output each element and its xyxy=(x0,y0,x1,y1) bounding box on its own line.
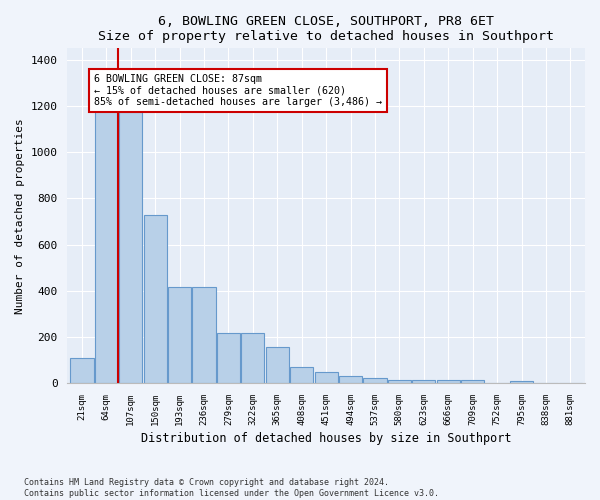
Bar xyxy=(412,380,436,383)
Bar xyxy=(95,110,118,383)
Text: Contains HM Land Registry data © Crown copyright and database right 2024.
Contai: Contains HM Land Registry data © Crown c… xyxy=(24,478,439,498)
Bar xyxy=(168,288,191,383)
Bar xyxy=(266,348,289,383)
Bar xyxy=(510,381,533,383)
Bar xyxy=(217,334,240,383)
Bar xyxy=(193,288,215,383)
Bar xyxy=(143,214,167,383)
Title: 6, BOWLING GREEN CLOSE, SOUTHPORT, PR8 6ET
Size of property relative to detached: 6, BOWLING GREEN CLOSE, SOUTHPORT, PR8 6… xyxy=(98,15,554,43)
Bar xyxy=(314,372,338,383)
Bar xyxy=(241,334,265,383)
X-axis label: Distribution of detached houses by size in Southport: Distribution of detached houses by size … xyxy=(141,432,511,445)
Bar xyxy=(70,358,94,383)
Bar xyxy=(461,380,484,383)
Bar xyxy=(290,368,313,383)
Bar xyxy=(437,380,460,383)
Text: 6 BOWLING GREEN CLOSE: 87sqm
← 15% of detached houses are smaller (620)
85% of s: 6 BOWLING GREEN CLOSE: 87sqm ← 15% of de… xyxy=(94,74,382,107)
Bar xyxy=(119,112,142,383)
Y-axis label: Number of detached properties: Number of detached properties xyxy=(15,118,25,314)
Bar xyxy=(364,378,386,383)
Bar xyxy=(388,380,411,383)
Bar xyxy=(339,376,362,383)
